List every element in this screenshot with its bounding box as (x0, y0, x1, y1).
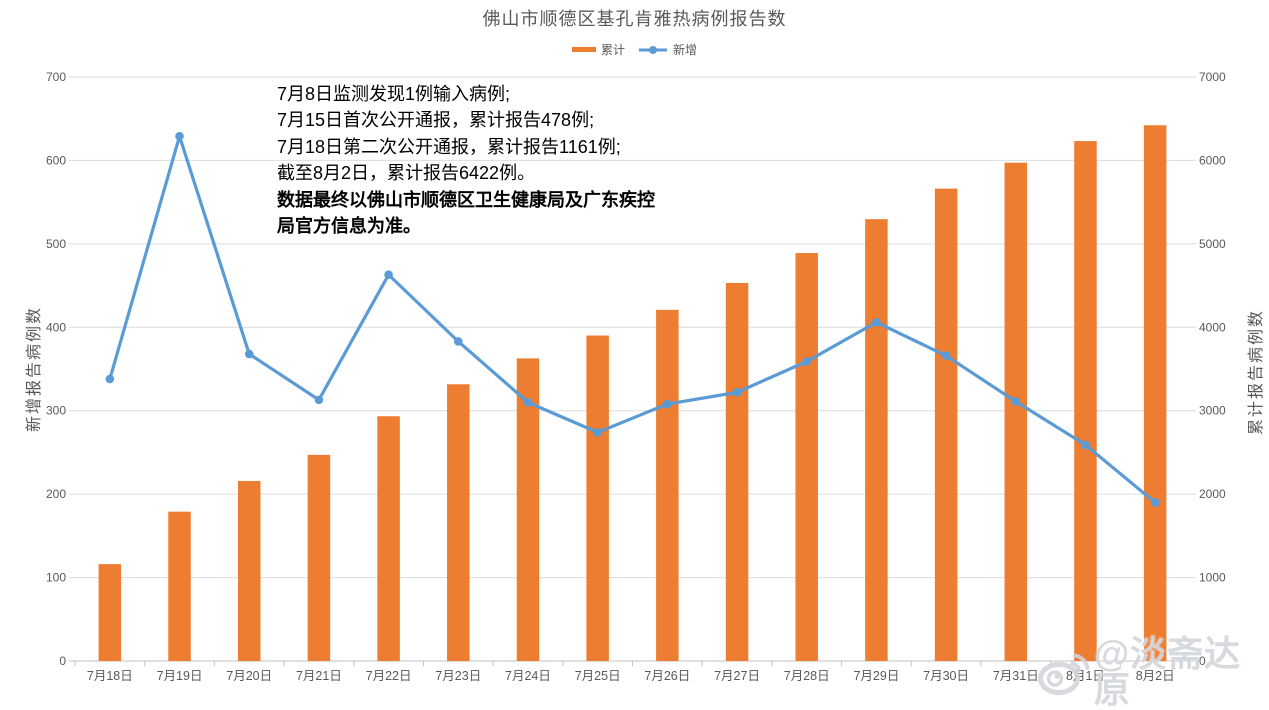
annotation-line: 数据最终以佛山市顺德区卫生健康局及广东疾控 (277, 189, 655, 210)
bar (725, 282, 749, 661)
bar (98, 564, 122, 661)
x-axis-label: 7月21日 (296, 669, 342, 683)
x-axis-label: 7月26日 (644, 669, 690, 683)
line-marker (802, 357, 812, 366)
y-axis-label-right: 6000 (1199, 153, 1226, 167)
x-axis-label: 7月23日 (435, 669, 481, 683)
line-marker (523, 398, 533, 407)
legend-item-new: 新增 (638, 41, 697, 58)
bar (447, 384, 470, 661)
x-axis-label: 7月20日 (226, 669, 272, 683)
annotation-line: 7月15日首次公开通报，累计报告478例; (277, 110, 595, 131)
x-axis-label: 7月28日 (784, 669, 830, 683)
y-axis-label-right: 0 (1199, 654, 1206, 668)
bar (377, 416, 400, 661)
line-marker (593, 428, 602, 437)
x-axis-label: 7月29日 (853, 669, 899, 683)
x-axis-label: 7月22日 (366, 669, 412, 683)
annotation-block: 7月8日监测发现1例输入病例; 7月15日首次公开通报，累计报告478例; 7月18… (277, 81, 655, 239)
bar (307, 454, 331, 661)
line-marker (1081, 440, 1090, 450)
x-axis-label: 7月25日 (575, 669, 621, 683)
bar (934, 188, 958, 661)
bar (168, 511, 191, 661)
legend-line-swatch (639, 45, 667, 54)
y-axis-label-right: 7000 (1199, 70, 1226, 84)
annotation-line: 7月18日第二次公开通报，累计报告1161例; (277, 136, 621, 157)
annotation-line: 截至8月2日，累计报告6422例。 (277, 163, 536, 184)
line-marker (1150, 498, 1160, 507)
bar (1143, 125, 1167, 661)
legend-label-cumulative: 累计 (600, 43, 625, 57)
line-marker (244, 349, 254, 359)
bar (1004, 162, 1028, 661)
line-marker (732, 388, 742, 397)
line-marker (872, 317, 881, 327)
y-axis-label-left: 700 (46, 70, 66, 84)
bar (516, 358, 540, 661)
line-series (108, 134, 1157, 505)
y-axis-label-left: 500 (46, 237, 66, 251)
bar (1074, 141, 1097, 662)
x-axis-label: 7月27日 (714, 669, 760, 683)
y-axis-label-right: 3000 (1199, 404, 1226, 418)
line-marker (175, 131, 184, 141)
legend-item-cumulative: 累计 (571, 41, 625, 58)
y-axis-label-left: 400 (46, 320, 66, 334)
x-axis-label: 8月2日 (1136, 669, 1175, 683)
legend: 累计 新增 (0, 41, 1269, 58)
bar (865, 219, 888, 661)
y-axis-label-right: 2000 (1199, 487, 1226, 501)
line-marker (105, 374, 115, 384)
x-axis-label: 7月18日 (87, 669, 133, 683)
legend-label-new: 新增 (673, 43, 698, 57)
line-marker (663, 399, 672, 409)
bar (586, 335, 609, 661)
y-axis-label-left: 0 (59, 654, 66, 668)
y-axis-label-left: 200 (46, 487, 66, 501)
x-axis-label: 7月19日 (157, 669, 203, 683)
line-marker (453, 337, 463, 346)
plot-area: 0 0 100 1000 200 2000 300 3000 400 4000 500 5000 600… (46, 70, 1226, 683)
y-axis-label-left: 600 (46, 153, 66, 167)
line-marker (1011, 397, 1021, 406)
y-axis-label-left: 100 (46, 571, 66, 585)
y-axis-label-right: 1000 (1199, 571, 1226, 585)
y-axis-label-right: 5000 (1199, 237, 1226, 251)
bar (656, 309, 679, 661)
watermark: @淡斋达原 (1036, 636, 1269, 708)
annotation-line: 局官方信息为准。 (277, 216, 421, 237)
line-marker (941, 351, 951, 360)
y-axis-label-left: 300 (46, 404, 66, 418)
right-axis-title: 累计报告病例数 (1248, 308, 1265, 436)
chart-image: 佛山市顺德区基孔肯雅热病例报告数 累计 新增 0 0 100 1000 200 2000 3… (0, 9, 1269, 708)
y-axis-label-right: 4000 (1199, 320, 1226, 334)
x-axis-label: 7月31日 (993, 669, 1039, 683)
bar (795, 253, 818, 661)
watermark-text: @淡斋达原 (1094, 633, 1242, 710)
x-axis-label: 7月24日 (505, 669, 551, 683)
x-axis-label: 7月30日 (923, 669, 969, 683)
left-axis-title: 新增报告病例数 (26, 305, 43, 433)
bar (237, 480, 261, 661)
line-marker (314, 395, 324, 405)
chart-title: 佛山市顺德区基孔肯雅热病例报告数 (482, 9, 787, 29)
weibo-icon (1038, 653, 1090, 695)
line-marker (384, 270, 393, 280)
legend-bar-swatch (571, 47, 596, 52)
annotation-line: 7月8日监测发现1例输入病例; (277, 84, 511, 104)
